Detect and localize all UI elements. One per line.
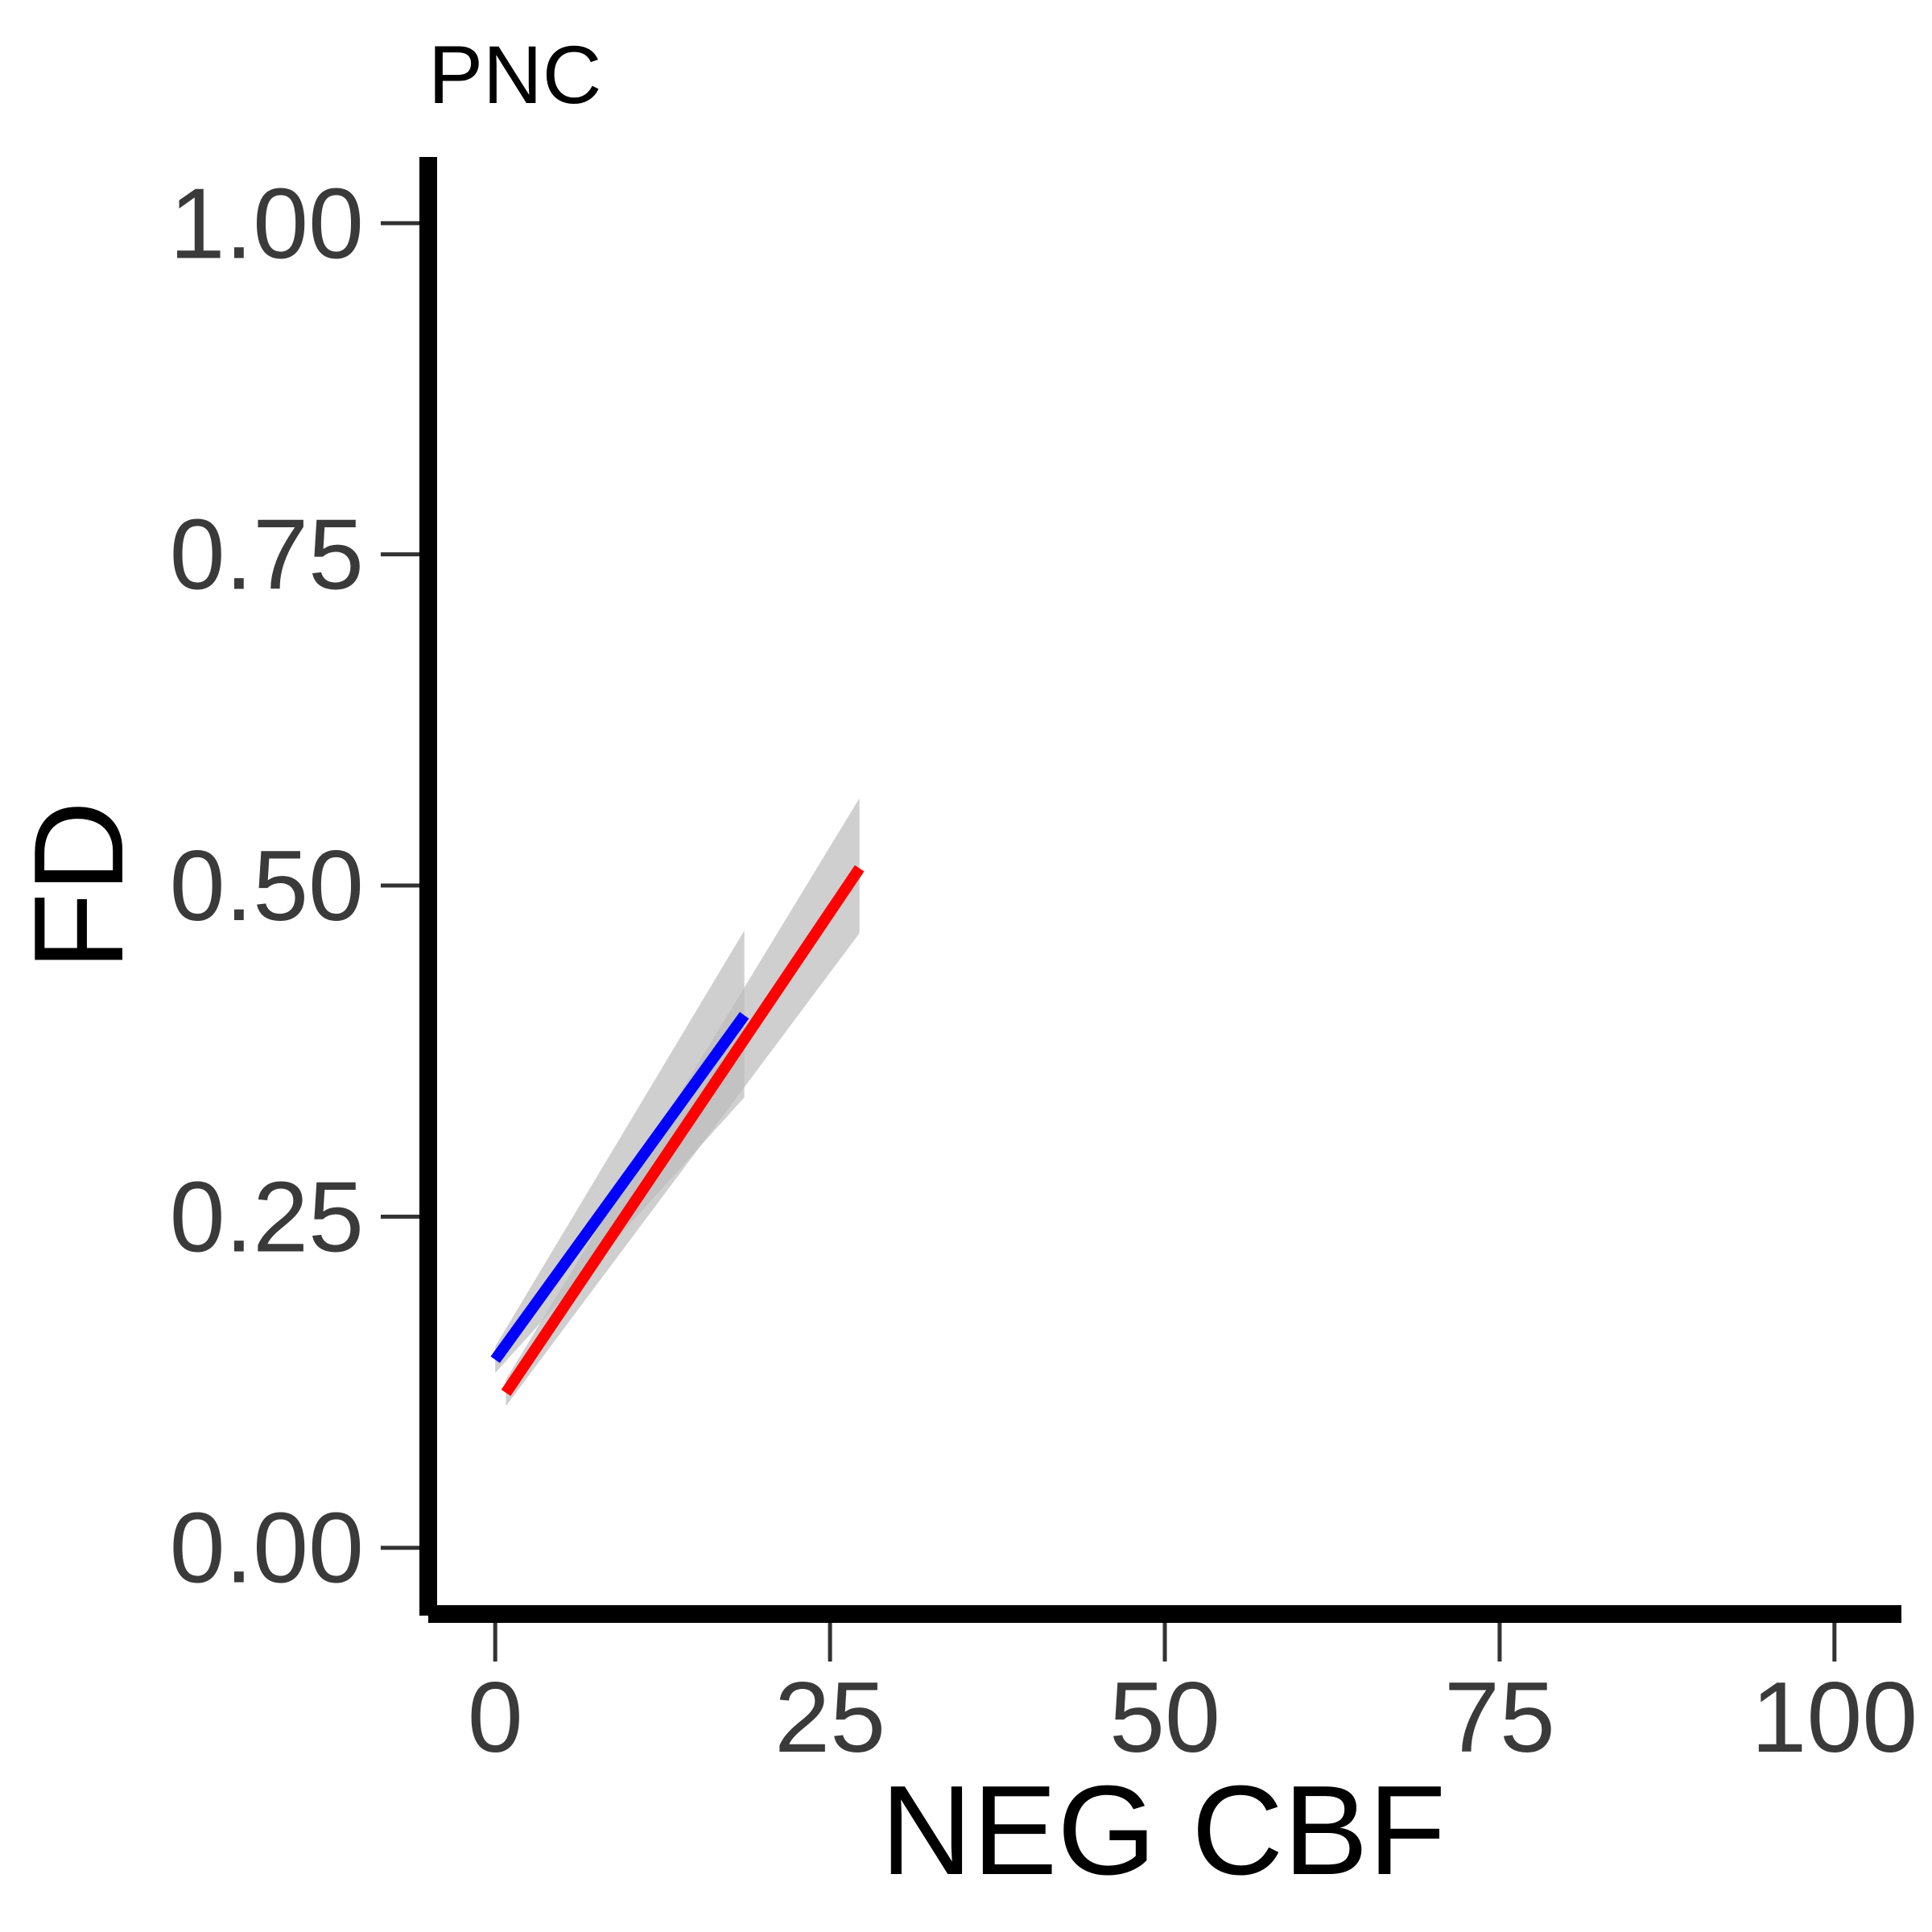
- x-tick-label-2: 50: [1109, 1662, 1220, 1773]
- y-tick-label-4: 1.00: [170, 168, 364, 279]
- y-tick-label-3: 0.75: [170, 500, 364, 611]
- series-lines: [490, 865, 865, 1397]
- confidence-band-1: [495, 930, 745, 1373]
- x-tick-label-3: 75: [1444, 1662, 1555, 1773]
- y-tick-label-2: 0.50: [170, 831, 364, 942]
- axes: [419, 157, 1901, 1623]
- y-tick-label-1: 0.25: [170, 1162, 364, 1273]
- ticks: 0.00 0.25 0.50 0.75 1.00 0 25 50 75 100: [170, 168, 1918, 1773]
- x-tick-label-1: 25: [774, 1662, 886, 1773]
- y-tick-label-0: 0.00: [170, 1493, 364, 1604]
- series-line-1: [490, 1012, 749, 1364]
- x-axis-title: NEG CBF: [881, 1760, 1446, 1901]
- x-tick-label-4: 100: [1751, 1662, 1918, 1773]
- series-line-2: [501, 865, 865, 1397]
- x-tick-label-0: 0: [468, 1662, 523, 1773]
- y-axis-title: FD: [8, 801, 150, 971]
- chart-title: PNC: [428, 29, 601, 121]
